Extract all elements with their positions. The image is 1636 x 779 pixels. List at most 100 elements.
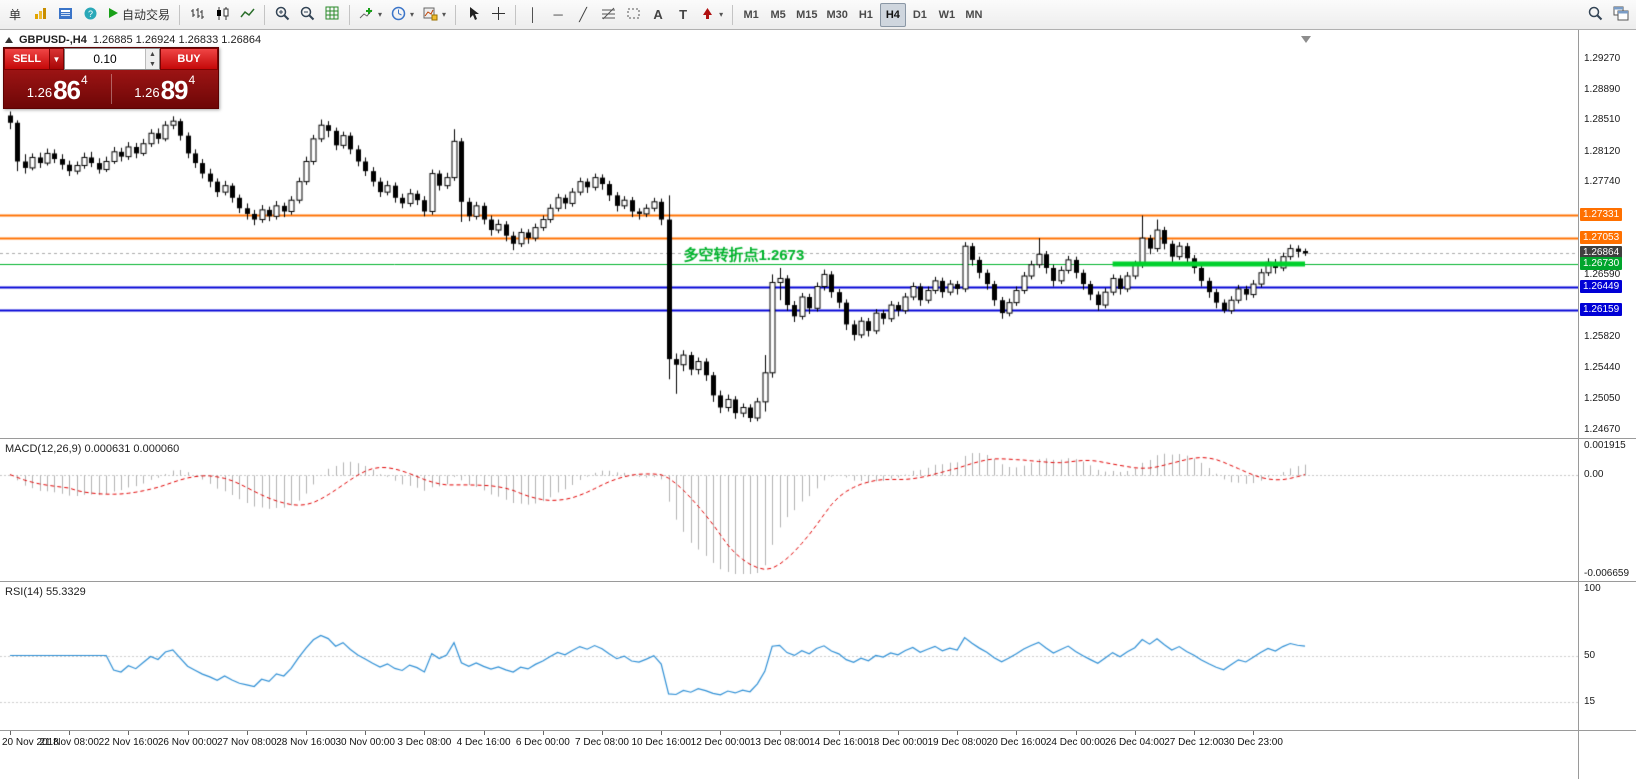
ohlc-values-label: 1.26885 1.26924 1.26833 1.26864	[92, 34, 262, 46]
toolbar-right-group	[1583, 3, 1633, 27]
sell-options-dropdown[interactable]: ▼	[50, 48, 64, 70]
help-icon: ?	[83, 6, 98, 24]
timeframe-button-mn[interactable]: MN	[965, 8, 983, 21]
autotrading-button[interactable]: 自动交易	[103, 3, 174, 27]
buy-button[interactable]: BUY	[160, 48, 218, 70]
time-axis-tick	[1076, 731, 1077, 735]
oneclick-toggle-icon[interactable]	[5, 37, 13, 43]
timeframe-button-m5[interactable]: M5	[770, 8, 786, 21]
shapes-button[interactable]	[621, 3, 645, 27]
search-button[interactable]	[1583, 3, 1607, 27]
chart-shift-marker[interactable]	[1301, 36, 1311, 43]
vertical-line-button[interactable]: │	[521, 3, 545, 27]
autotrading-play-icon	[107, 7, 119, 22]
trendline-button[interactable]: ╱	[571, 3, 595, 27]
price-chart-panel: GBPUSD-,H4 1.26885 1.26924 1.26833 1.268…	[0, 30, 1636, 438]
time-axis-label: 30 Dec 23:00	[1223, 737, 1283, 748]
one-click-trading-panel: SELL ▼ 0.10 ▲ ▼ BUY 1.26 86 4	[3, 47, 219, 109]
fibonacci-button[interactable]	[596, 3, 620, 27]
time-axis-label: 20 Nov 2018	[2, 737, 59, 748]
macd-canvas[interactable]	[0, 439, 1578, 581]
time-axis-label: 22 Nov 16:00	[98, 737, 159, 748]
grid-button[interactable]	[320, 3, 344, 27]
time-axis-label: 13 Dec 08:00	[749, 737, 810, 748]
macd-scale-label: 0.001915	[1584, 440, 1626, 451]
timeframe-button-w1[interactable]: W1	[938, 8, 956, 21]
crosshair-button[interactable]	[486, 3, 510, 27]
text-button[interactable]: A	[646, 3, 670, 27]
new-order-button[interactable]: 单	[3, 3, 27, 27]
time-axis-label: 3 Dec 08:00	[397, 737, 452, 748]
price-axis[interactable]: 1.29270 1.28890 1.28510 1.28120 1.27740 1.265…	[1579, 30, 1636, 438]
timeframe-button-m15[interactable]: M15	[796, 8, 818, 21]
buy-price-prefix: 1.26	[134, 85, 160, 100]
zoom-in-button[interactable]	[270, 3, 294, 27]
arrows-button[interactable]: ▾	[696, 3, 727, 27]
time-axis-tick	[898, 731, 899, 735]
time-axis[interactable]: 20 Nov 2018 21 Nov 08:00 22 Nov 16:00 26 No…	[0, 731, 1636, 779]
time-axis-label: 21 Nov 08:00	[39, 737, 99, 748]
timeframe-button-h1[interactable]: H1	[858, 8, 873, 21]
sell-price-button[interactable]: 1.26 86 4	[4, 70, 111, 108]
timeframe-button-m1[interactable]: M1	[743, 8, 759, 21]
timeframe-button-h4[interactable]: H4	[879, 2, 906, 27]
sell-button[interactable]: SELL	[4, 48, 50, 70]
toolbar-separator	[732, 4, 734, 25]
chevron-down-icon: ▼	[52, 54, 61, 64]
timeframe-button-d1[interactable]: D1	[912, 8, 927, 21]
line-chart-button[interactable]	[235, 3, 259, 27]
time-axis-label: 28 Nov 16:00	[276, 737, 336, 748]
candlestick-chart-button[interactable]	[210, 3, 234, 27]
vertical-line-icon: │	[529, 7, 538, 22]
panel-resize-separator[interactable]	[0, 730, 1636, 731]
price-chart-canvas[interactable]	[0, 30, 1578, 438]
volume-input[interactable]: 0.10	[93, 52, 117, 66]
volume-decrease-button[interactable]: ▼	[146, 59, 159, 69]
macd-panel: MACD(12,26,9) 0.000631 0.000060 0.001915…	[0, 439, 1636, 581]
panel-resize-separator[interactable]	[0, 438, 1636, 439]
volume-box: 0.10 ▲ ▼	[64, 48, 160, 70]
arrow-icon	[700, 6, 715, 24]
time-axis-label: 10 Dec 16:00	[631, 737, 691, 748]
time-axis-tick	[720, 731, 721, 735]
price-scale-label: 1.28890	[1584, 83, 1621, 95]
time-axis-tick	[780, 731, 781, 735]
cursor-icon	[466, 6, 481, 24]
zoom-out-button[interactable]	[295, 3, 319, 27]
help-button[interactable]: ?	[78, 3, 102, 27]
profiles-button[interactable]	[28, 3, 52, 27]
time-axis-label: 4 Dec 16:00	[456, 737, 511, 748]
panel-resize-separator[interactable]	[0, 581, 1636, 582]
periods-button[interactable]: ▾	[387, 3, 418, 27]
macd-scale-label: 0.00	[1584, 468, 1604, 480]
price-level-badge: 1.26730	[1580, 256, 1623, 270]
price-scale-label: 1.25820	[1584, 331, 1621, 343]
chevron-down-icon: ▾	[442, 10, 447, 19]
rsi-canvas[interactable]	[0, 582, 1578, 730]
terminal-icon	[58, 6, 73, 24]
grid-icon	[325, 6, 340, 24]
buy-price-main: 89	[160, 75, 189, 105]
buy-price-button[interactable]: 1.26 89 4	[112, 70, 219, 108]
time-axis-tick	[188, 731, 189, 735]
new-window-button[interactable]	[1609, 3, 1633, 27]
indicators-button[interactable]: ▾	[355, 3, 386, 27]
rsi-axis[interactable]: 100 50 15	[1579, 582, 1636, 730]
text-label-icon: T	[679, 7, 688, 22]
terminal-button[interactable]	[53, 3, 77, 27]
time-axis-label: 12 Dec 00:00	[690, 737, 751, 748]
sell-price-prefix: 1.26	[26, 85, 53, 100]
text-label-button[interactable]: T	[671, 3, 695, 27]
price-axis-separator[interactable]	[1578, 30, 1579, 779]
volume-increase-button[interactable]: ▲	[146, 49, 159, 59]
timeframe-button-m30[interactable]: M30	[826, 8, 848, 21]
time-axis-label: 18 Dec 00:00	[868, 737, 928, 748]
bar-chart-button[interactable]	[185, 3, 209, 27]
horizontal-line-button[interactable]: ─	[546, 3, 570, 27]
autotrading-label: 自动交易	[122, 8, 171, 22]
cursor-button[interactable]	[461, 3, 485, 27]
line-chart-icon	[239, 6, 255, 24]
time-axis-tick	[602, 731, 603, 735]
macd-axis[interactable]: 0.001915 0.00 -0.006659	[1579, 439, 1636, 581]
templates-button[interactable]: ▾	[419, 3, 450, 27]
